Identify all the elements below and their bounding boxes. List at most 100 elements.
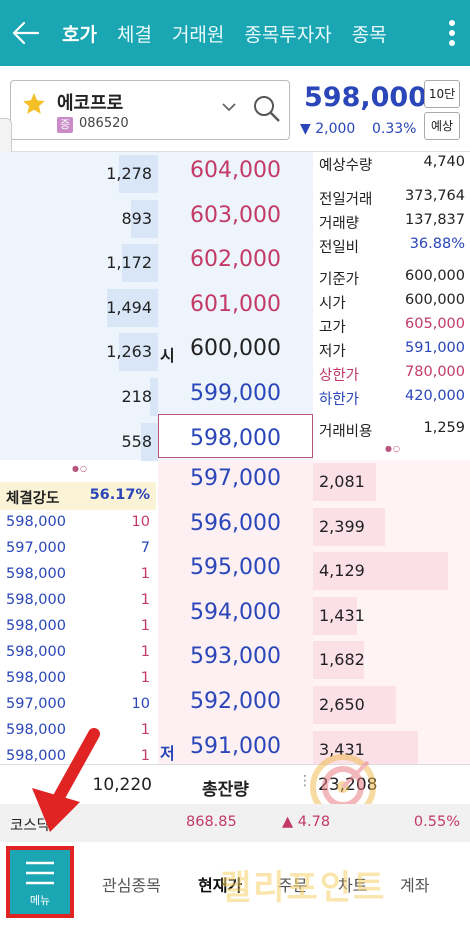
bid-price-column: [158, 460, 313, 768]
chevron-down-icon[interactable]: [221, 101, 237, 113]
ask-row[interactable]: 1,494 601,000: [0, 286, 313, 331]
volume-label: 거래량: [319, 216, 360, 232]
ask-row[interactable]: 1,278 604,000: [0, 152, 313, 197]
trade-price: 598,000: [6, 748, 66, 764]
page-indicator-dots-left: ●○: [72, 464, 88, 473]
ask-volume-bar: [107, 288, 158, 327]
high-price-value: 605,000: [405, 316, 465, 332]
prev-ratio-label: 전일비: [319, 240, 360, 256]
tab-stock-more[interactable]: 종목: [351, 23, 387, 46]
trade-qty: 1: [140, 566, 150, 582]
ask-qty: 1,494: [106, 297, 152, 317]
bid-volume-bar: [313, 507, 385, 546]
ask-price[interactable]: 599,000: [190, 381, 281, 406]
total-remaining-label: 총잔량: [202, 780, 249, 800]
trade-qty: 7: [140, 540, 150, 556]
recent-trades-list: 598,000 10 597,000 7 598,000 1 598,000 1 598,000…: [0, 514, 156, 774]
more-menu-button[interactable]: [434, 0, 470, 66]
ask-price[interactable]: 598,000: [190, 425, 281, 451]
bid-price[interactable]: 595,000: [190, 555, 281, 581]
stock-name: 에코프로: [57, 93, 124, 114]
bid-row[interactable]: 592,000 2,650: [158, 683, 470, 728]
stock-selector[interactable]: 에코프로 증 086520: [10, 80, 290, 140]
bid-volume-bar: [313, 596, 357, 635]
trade-cost-label: 거래비용: [319, 424, 373, 440]
price-mark: 시: [160, 346, 175, 366]
trade-price: 598,000: [6, 618, 66, 634]
ask-price[interactable]: 600,000: [190, 336, 281, 362]
bid-price[interactable]: 592,000: [190, 689, 281, 714]
bid-price[interactable]: 596,000: [190, 510, 281, 536]
page-indicator-dots: ●○: [385, 444, 401, 453]
strength-label: 체결강도: [6, 491, 60, 507]
bid-row[interactable]: 595,000 4,129: [158, 549, 470, 594]
nav-order[interactable]: 주문: [278, 876, 308, 895]
ask-row[interactable]: 1,172 602,000: [0, 241, 313, 286]
bid-qty: 2,650: [319, 695, 365, 714]
ask-price[interactable]: 602,000: [190, 247, 281, 273]
trade-price: 598,000: [6, 644, 66, 660]
menu-button[interactable]: 메뉴: [6, 846, 74, 918]
expected-qty-label: 예상수량: [319, 158, 373, 174]
tab-executions[interactable]: 체결: [116, 23, 152, 46]
bid-price[interactable]: 594,000: [190, 599, 281, 625]
search-button[interactable]: [246, 92, 290, 126]
favorite-star-icon[interactable]: [21, 91, 47, 117]
low-price-value: 591,000: [405, 340, 465, 356]
upper-limit-value: 780,000: [405, 364, 465, 380]
bid-price[interactable]: 593,000: [190, 644, 281, 670]
tab-brokers[interactable]: 거래원: [171, 23, 225, 46]
low-price-label: 저가: [319, 344, 346, 360]
ask-row[interactable]: 893 603,000: [0, 197, 313, 242]
ask-volume-bar: [141, 422, 158, 461]
base-price-label: 기준가: [319, 272, 360, 288]
ask-row[interactable]: 1,263 시 600,000: [0, 330, 313, 375]
bid-qty: 4,129: [319, 561, 365, 581]
info-panel: 예상수량 4,740 전일거래 373,764 거래량 137,837 전일비 …: [313, 152, 470, 460]
lower-limit-value: 420,000: [405, 388, 465, 404]
upper-limit-label: 상한가: [319, 368, 360, 384]
price-mark: 저: [160, 743, 175, 763]
expected-button[interactable]: 예상: [424, 112, 460, 140]
trade-item: 598,000 1: [0, 722, 156, 748]
back-button[interactable]: [0, 0, 52, 66]
nav-account[interactable]: 계좌: [400, 876, 430, 895]
index-ticker[interactable]: 코스닥 868.85 ▲ 4.78 0.55%: [0, 804, 470, 842]
nav-current-price[interactable]: 현재가: [198, 876, 243, 895]
ask-total: 10,220: [92, 775, 152, 795]
tab-investors[interactable]: 종목투자자: [244, 23, 332, 46]
trade-price: 598,000: [6, 514, 66, 530]
nav-watchlist[interactable]: 관심종목: [102, 876, 161, 895]
high-price-label: 고가: [319, 320, 346, 336]
bid-price[interactable]: 597,000: [190, 466, 281, 491]
trade-price: 597,000: [6, 540, 66, 556]
ask-row[interactable]: 218 599,000: [0, 375, 313, 420]
bid-row[interactable]: 593,000 1,682: [158, 638, 470, 683]
ask-qty: 1,172: [106, 253, 152, 273]
nav-chart[interactable]: 차트: [338, 876, 368, 895]
ask-row[interactable]: 558 598,000: [0, 420, 313, 465]
trade-qty: 1: [140, 748, 150, 764]
red-arrow-annotation: [32, 728, 100, 832]
bid-row[interactable]: 594,000 1,431: [158, 594, 470, 639]
tab-orderbook[interactable]: 호가: [62, 23, 97, 46]
bid-row[interactable]: 저 591,000 3,431: [158, 728, 470, 773]
hamburger-icon: [26, 861, 54, 885]
depth-button[interactable]: 10단: [424, 80, 460, 108]
trade-item: 598,000 1: [0, 670, 156, 696]
index-change: ▲ 4.78: [282, 814, 331, 830]
trade-price: 598,000: [6, 566, 66, 582]
bid-row[interactable]: 597,000 2,081: [158, 460, 470, 505]
trade-qty: 10: [131, 514, 150, 530]
bid-row[interactable]: 596,000 2,399: [158, 505, 470, 550]
ask-price[interactable]: 603,000: [190, 202, 281, 228]
ask-volume-bar: [131, 199, 158, 238]
ask-price[interactable]: 601,000: [190, 291, 281, 317]
ask-volume-bar: [150, 378, 158, 416]
ask-volume-bar: [119, 333, 158, 372]
ask-price[interactable]: 604,000: [190, 158, 281, 183]
bid-price[interactable]: 591,000: [190, 733, 281, 759]
lower-limit-label: 하한가: [319, 392, 360, 408]
trade-item: 598,000 10: [0, 514, 156, 540]
trade-qty: 1: [140, 722, 150, 738]
